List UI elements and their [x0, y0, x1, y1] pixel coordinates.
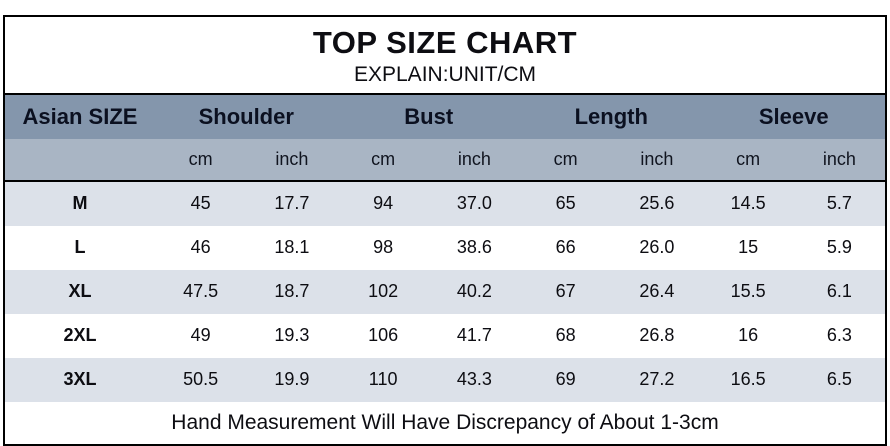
column-header-bust: Bust: [404, 103, 454, 129]
value-cell: 43.3: [456, 369, 492, 390]
value-cell: 19.9: [274, 369, 310, 390]
size-label: L: [74, 237, 86, 258]
value-cell: 47.5: [183, 281, 219, 302]
unit-header-bust-cm: cm: [371, 148, 396, 169]
value-cell: 26.0: [639, 237, 675, 258]
value-cell: 40.2: [456, 281, 492, 302]
value-cell: 17.7: [274, 193, 310, 214]
size-label: XL: [68, 281, 92, 302]
size-label: 2XL: [63, 325, 97, 346]
value-cell: 5.7: [826, 193, 852, 214]
value-cell: 37.0: [456, 193, 492, 214]
value-cell: 26.4: [639, 281, 675, 302]
value-cell: 6.5: [826, 369, 852, 390]
unit-header-bust-inch: inch: [457, 148, 491, 169]
value-cell: 16.5: [730, 369, 766, 390]
unit-header-sleeve-cm: cm: [736, 148, 761, 169]
value-cell: 65: [555, 193, 576, 214]
table-row-l: L 46 18.1 98 38.6 66 26.0 15 5.9: [5, 226, 885, 270]
table-row-m: M 45 17.7 94 37.0 65 25.6 14.5 5.7: [5, 181, 885, 226]
value-cell: 94: [373, 193, 394, 214]
chart-title: TOP SIZE CHART: [312, 25, 578, 60]
value-cell: 25.6: [639, 193, 675, 214]
value-cell: 46: [190, 237, 211, 258]
value-cell: 6.1: [826, 281, 852, 302]
value-cell: 27.2: [639, 369, 675, 390]
value-cell: 5.9: [826, 237, 852, 258]
value-cell: 38.6: [456, 237, 492, 258]
value-cell: 98: [373, 237, 394, 258]
unit-header-shoulder-inch: inch: [275, 148, 309, 169]
footer-note: Hand Measurement Will Have Discrepancy o…: [5, 401, 885, 444]
value-cell: 50.5: [183, 369, 219, 390]
title-block: TOP SIZE CHART EXPLAIN:UNIT/CM: [5, 17, 885, 95]
table-row-2xl: 2XL 49 19.3 106 41.7 68 26.8 16 6.3: [5, 314, 885, 358]
value-cell: 19.3: [274, 325, 310, 346]
table-row-xl: XL 47.5 18.7 102 40.2 67 26.4 15.5 6.1: [5, 269, 885, 314]
value-cell: 6.3: [826, 325, 852, 346]
value-cell: 67: [555, 281, 576, 302]
column-header-asian-size: Asian SIZE: [22, 103, 138, 129]
unit-header-length-inch: inch: [640, 148, 674, 169]
value-cell: 69: [555, 369, 576, 390]
value-cell: 26.8: [639, 325, 675, 346]
value-cell: 66: [555, 237, 576, 258]
unit-header-sleeve-inch: inch: [822, 148, 856, 169]
value-cell: 102: [368, 281, 399, 302]
value-cell: 106: [368, 325, 399, 346]
value-cell: 16: [738, 325, 759, 346]
size-label: 3XL: [63, 369, 97, 390]
value-cell: 110: [368, 369, 398, 390]
unit-header-row: cm inch cm inch cm inch cm inch: [5, 138, 885, 182]
size-chart-table: TOP SIZE CHART EXPLAIN:UNIT/CM Asian SIZ…: [3, 15, 887, 446]
value-cell: 45: [190, 193, 211, 214]
value-cell: 18.1: [274, 237, 310, 258]
column-header-row: Asian SIZE Shoulder Bust Length Sleeve: [5, 94, 885, 139]
value-cell: 18.7: [274, 281, 310, 302]
value-cell: 15.5: [730, 281, 766, 302]
column-header-shoulder: Shoulder: [198, 103, 294, 129]
table-row-3xl: 3XL 50.5 19.9 110 43.3 69 27.2 16.5 6.5: [5, 357, 885, 402]
unit-header-shoulder-cm: cm: [188, 148, 213, 169]
value-cell: 41.7: [456, 325, 492, 346]
value-cell: 15: [738, 237, 759, 258]
column-header-length: Length: [574, 103, 648, 129]
value-cell: 14.5: [730, 193, 766, 214]
size-label: M: [72, 193, 88, 214]
unit-header-length-cm: cm: [553, 148, 578, 169]
column-header-sleeve: Sleeve: [758, 103, 829, 129]
chart-subtitle: EXPLAIN:UNIT/CM: [353, 62, 537, 86]
value-cell: 68: [555, 325, 576, 346]
value-cell: 49: [190, 325, 211, 346]
